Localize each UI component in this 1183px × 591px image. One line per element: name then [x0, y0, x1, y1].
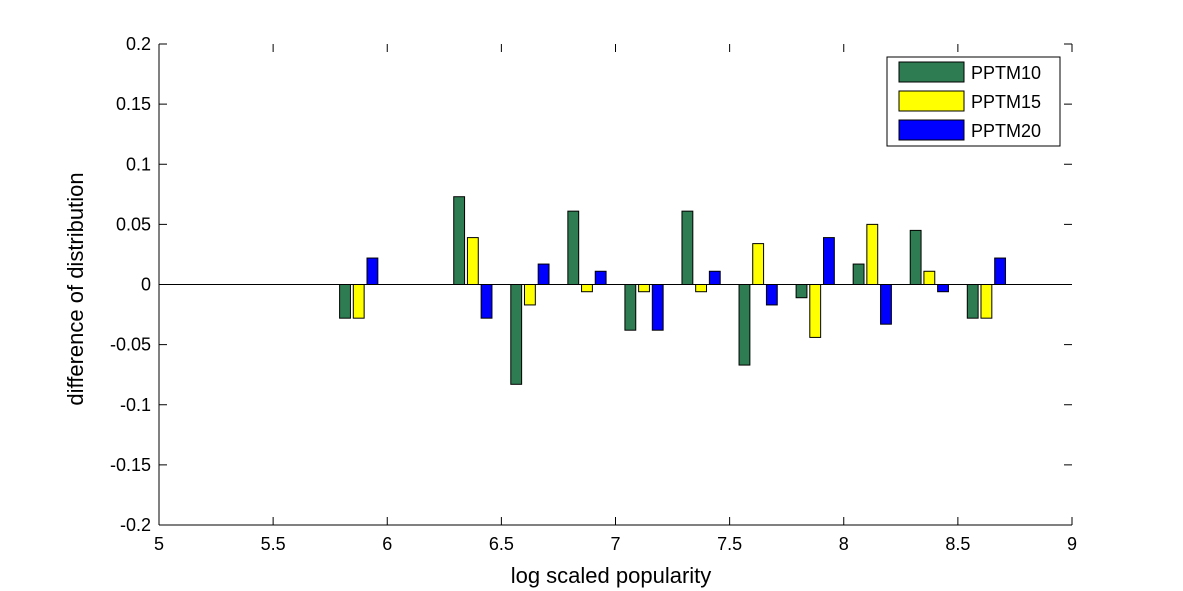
bar-pptm10 — [852, 263, 865, 285]
bar-pptm20 — [937, 284, 949, 293]
bar-pptm15 — [923, 270, 936, 285]
legend-label-pptm20: PPTM20 — [971, 121, 1041, 141]
x-axis-label: log scaled popularity — [511, 563, 712, 588]
bar-pptm15 — [866, 223, 879, 285]
x-tick-label: 7.5 — [717, 534, 742, 554]
legend: PPTM10 PPTM15 PPTM20 — [886, 56, 1061, 147]
x-axis-ticks: 5 5.5 6 6.5 7 7.5 8 8.5 9 — [154, 44, 1077, 554]
bar-pptm10 — [795, 284, 808, 299]
legend-swatch-pptm20 — [898, 119, 965, 141]
legend-label-pptm15: PPTM15 — [971, 92, 1041, 112]
bar-pptm15 — [695, 284, 708, 293]
x-tick-label: 6 — [382, 534, 392, 554]
bar-pptm15 — [809, 284, 822, 338]
bar-pptm10 — [624, 284, 637, 331]
bar-pptm10 — [510, 284, 523, 385]
y-tick-label: -0.05 — [110, 335, 151, 355]
bar-pptm10 — [339, 284, 351, 319]
y-tick-label: -0.15 — [110, 455, 151, 475]
x-tick-label: 5.5 — [261, 534, 286, 554]
bar-pptm20 — [594, 270, 607, 285]
bar-pptm10 — [909, 229, 922, 285]
bar-pptm20 — [880, 284, 892, 325]
bar-pptm20 — [708, 270, 721, 285]
x-tick-label: 9 — [1067, 534, 1077, 554]
y-tick-label: 0.05 — [116, 214, 151, 234]
bar-pptm10 — [453, 196, 466, 285]
y-tick-label: 0.15 — [116, 94, 151, 114]
legend-label-pptm10: PPTM10 — [971, 63, 1041, 83]
bar-pptm20 — [765, 284, 778, 306]
y-tick-label: 0.2 — [126, 34, 151, 54]
y-axis-label: difference of distribution — [63, 172, 88, 405]
bar-pptm15 — [980, 284, 993, 319]
bar-pptm20 — [480, 284, 493, 319]
y-tick-label: -0.2 — [120, 515, 151, 535]
bar-pptm15 — [466, 237, 479, 285]
bar-pptm15 — [638, 284, 650, 293]
bar-pptm20 — [994, 257, 1007, 286]
bar-pptm20 — [366, 257, 379, 286]
y-axis-ticks: -0.2 -0.15 -0.1 -0.05 0 0.05 0.1 0.15 0.2 — [110, 34, 1072, 535]
x-tick-label: 7 — [610, 534, 620, 554]
bar-pptm20 — [651, 284, 664, 331]
x-tick-label: 8.5 — [945, 534, 970, 554]
bar-pptm20 — [822, 237, 835, 285]
bar-pptm15 — [352, 284, 365, 319]
y-tick-label: 0.1 — [126, 154, 151, 174]
bar-pptm15 — [523, 284, 536, 306]
y-tick-label: 0 — [141, 275, 151, 295]
x-tick-label: 6.5 — [489, 534, 514, 554]
bar-pptm15 — [581, 284, 593, 293]
y-tick-label: -0.1 — [120, 395, 151, 415]
x-tick-label: 8 — [839, 534, 849, 554]
bar-pptm10 — [567, 210, 580, 286]
bar-pptm10 — [681, 210, 694, 286]
legend-swatch-pptm15 — [898, 90, 965, 112]
x-tick-label: 5 — [154, 534, 164, 554]
legend-swatch-pptm10 — [898, 61, 965, 83]
bar-pptm10 — [966, 284, 979, 319]
bar-pptm15 — [752, 243, 765, 286]
bar-pptm10 — [738, 284, 751, 366]
bar-pptm20 — [537, 263, 550, 285]
